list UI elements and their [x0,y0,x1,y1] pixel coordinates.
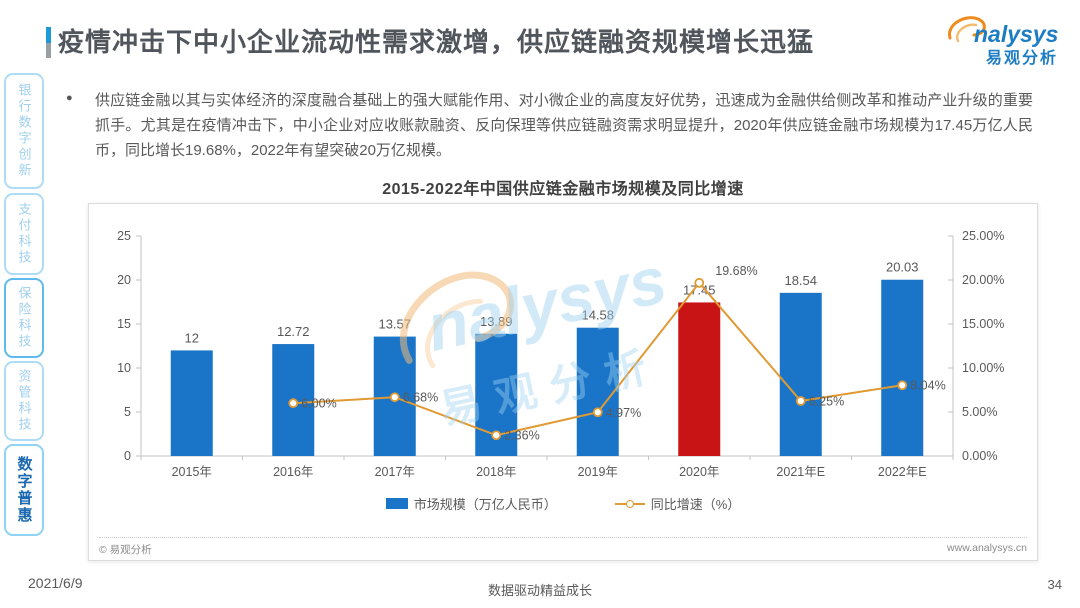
sidebar-item-label: 支付科技 [16,202,32,266]
chart-text: 0.00% [962,449,997,463]
sidebar-item-insurance-tech[interactable]: 保险科技 [4,278,44,358]
chart-text: 2016年 [273,465,313,479]
chart-text: 14.58 [581,308,614,323]
sidebar-item-label: 保险科技 [16,286,32,350]
line-point-2017年 [389,392,400,403]
chart-text: 6.25% [809,395,844,409]
sidebar-item-bank-digital-innovation[interactable]: 银行数字创新 [4,73,44,189]
chart-text: 20.00% [962,273,1004,287]
sidebar-item-label: 银行数字创新 [16,83,32,179]
chart-text: 0 [124,449,131,463]
line-point-2021年E [795,396,806,406]
chart-text: 6.68% [403,391,438,405]
sidebar-item-asset-management-tech[interactable]: 资管科技 [4,361,44,441]
chart-text: 25.00% [962,229,1004,243]
bullet-icon: ● [66,92,73,104]
chart-text: 13.57 [378,317,411,332]
bar-2021年E [779,292,822,456]
logo-brand-text: nalysys [974,21,1059,47]
logo-swirl-icon [948,16,986,43]
chart-text: 20 [117,273,131,287]
chart-text: 2019年 [578,465,618,479]
sidebar-item-payment-tech[interactable]: 支付科技 [4,193,44,275]
sidebar-item-digital-inclusion[interactable]: 数字普惠 [4,444,44,536]
chart-text: 19.68% [715,264,757,278]
line-point-2018年 [491,430,502,441]
copyright-text: © 易观分析 [99,544,152,556]
chart-card: 0 5 10 15 20 25 0.00% 5.00% 10.00% 15.00% 20.00% 25… [88,203,1038,561]
sidebar-item-label: 数字普惠 [15,456,33,524]
chart-text: 2020年 [679,465,719,479]
chart-text: 5 [124,405,131,419]
chart-text: 10.00% [962,361,1004,375]
chart-text: 5.00% [962,405,997,419]
chart-card-footer: © 易观分析 www.analysys.cn [99,537,1027,557]
legend-label: 同比增速（%） [650,497,741,512]
line-legend-marker-icon [614,499,645,508]
logo-brand-chinese: 易观分析 [986,50,1059,67]
chart-text: 6.00% [301,397,336,411]
website-link[interactable]: www.analysys.cn [947,542,1027,554]
line-point-2020年 [694,277,705,288]
footer-slogan: 数据驱动精益成长 [487,583,592,598]
summary-paragraph: 供应链金融以其与实体经济的深度融合基础上的强大赋能作用、对小微企业的高度友好优势… [95,92,1033,159]
chart-text: 13.89 [480,314,513,329]
chart-text: 2.36% [504,429,539,443]
chart-text: 15.00% [962,317,1004,331]
chart-legend: 市场规模（万亿人民币） 同比增速（%） [89,494,1037,513]
analysys-logo: nalysys 易观分析 [938,12,1073,67]
legend-item-growth-rate: 同比增速（%） [614,494,741,513]
page-title: 疫情冲击下中小企业流动性需求激增，供应链融资规模增长迅猛 [58,27,815,57]
title-accent-bar [46,27,51,58]
chart-text: 20.03 [886,260,919,275]
line-point-2022年E [897,380,908,391]
chart-text: 8.04% [910,379,945,393]
line-point-2016年 [288,398,299,409]
sidebar-item-label: 资管科技 [16,369,32,433]
page-number: 34 [1047,577,1062,592]
bar-2022年E [881,279,924,456]
chart-text: 4.97% [606,406,641,420]
market-size-growth-chart: 0 5 10 15 20 25 0.00% 5.00% 10.00% 15.00% 20.00% 25… [117,229,1004,479]
chart-text: 2018年 [476,465,516,479]
slide-date: 2021/6/9 [28,575,83,591]
bar-legend-marker-icon [385,498,408,509]
bar-2020年 [678,302,721,456]
chart-text: 2021年E [776,465,825,479]
chart-text: 18.54 [784,273,817,288]
chart-text: 2015年 [172,465,212,479]
chart-title: 2015-2022年中国供应链金融市场规模及同比增速 [382,181,744,198]
chart-text: 12 [185,330,199,345]
bar-2015年 [170,350,213,456]
bar-2019年 [576,327,619,456]
chart-text: 12.72 [277,324,310,339]
legend-label: 市场规模（万亿人民币） [413,497,557,512]
chart-text: 10 [117,361,131,375]
line-point-2019年 [592,407,603,418]
legend-item-market-size: 市场规模（万亿人民币） [385,494,557,513]
chart-text: 15 [117,317,131,331]
chart-text: 25 [117,229,131,243]
chart-text: 2017年 [375,465,415,479]
chart-text: 2022年E [878,465,927,479]
